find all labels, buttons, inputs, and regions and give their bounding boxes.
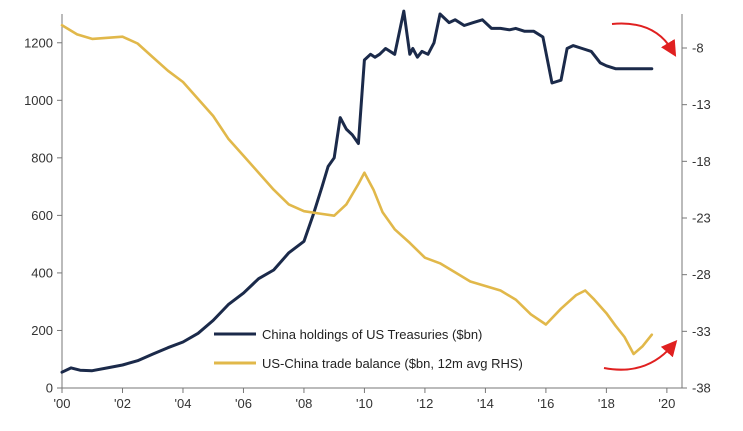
- x-tick-label: '16: [537, 396, 554, 411]
- y-right-tick-label: -28: [692, 267, 711, 282]
- x-tick-label: '08: [295, 396, 312, 411]
- x-tick-label: '18: [598, 396, 615, 411]
- y-right-tick-label: -33: [692, 324, 711, 339]
- x-tick-label: '06: [235, 396, 252, 411]
- y-left-tick-label: 200: [31, 323, 53, 338]
- annotation-arrow-down: [611, 22, 677, 57]
- x-tick-label: '04: [174, 396, 191, 411]
- y-left-tick-label: 800: [31, 150, 53, 165]
- x-tick-label: '20: [658, 396, 675, 411]
- y-left-tick-label: 0: [46, 381, 53, 396]
- x-ticks: '00 '02 '04 '06 '08 '10 '12 '14 '16 '18 '20: [54, 388, 675, 411]
- legend-label-treasuries: China holdings of US Treasuries ($bn): [262, 327, 482, 342]
- series-line-trade-balance: [60, 24, 654, 356]
- legend: China holdings of US Treasuries ($bn) US…: [214, 327, 523, 371]
- x-tick-label: '00: [54, 396, 71, 411]
- y-left-tick-label: 1000: [24, 93, 53, 108]
- y-left-ticks: 0 200 400 600 800 1000 1200: [24, 35, 62, 396]
- x-tick-label: '10: [356, 396, 373, 411]
- y-right-tick-label: -23: [692, 211, 711, 226]
- x-tick-label: '12: [416, 396, 433, 411]
- y-left-tick-label: 600: [31, 208, 53, 223]
- x-tick-label: '02: [114, 396, 131, 411]
- series-line-treasuries: [60, 9, 654, 374]
- annotation-arrow-up: [603, 339, 678, 371]
- y-left-tick-label: 400: [31, 265, 53, 280]
- y-right-tick-label: -38: [692, 381, 711, 396]
- y-left-tick-label: 1200: [24, 35, 53, 50]
- x-tick-label: '14: [477, 396, 494, 411]
- y-right-tick-label: -18: [692, 154, 711, 169]
- y-right-ticks: -8 -13 -18 -23 -28 -33 -38: [682, 41, 711, 396]
- y-right-tick-label: -8: [692, 41, 704, 56]
- y-right-tick-label: -13: [692, 97, 711, 112]
- legend-label-trade-balance: US-China trade balance ($bn, 12m avg RHS…: [262, 356, 523, 371]
